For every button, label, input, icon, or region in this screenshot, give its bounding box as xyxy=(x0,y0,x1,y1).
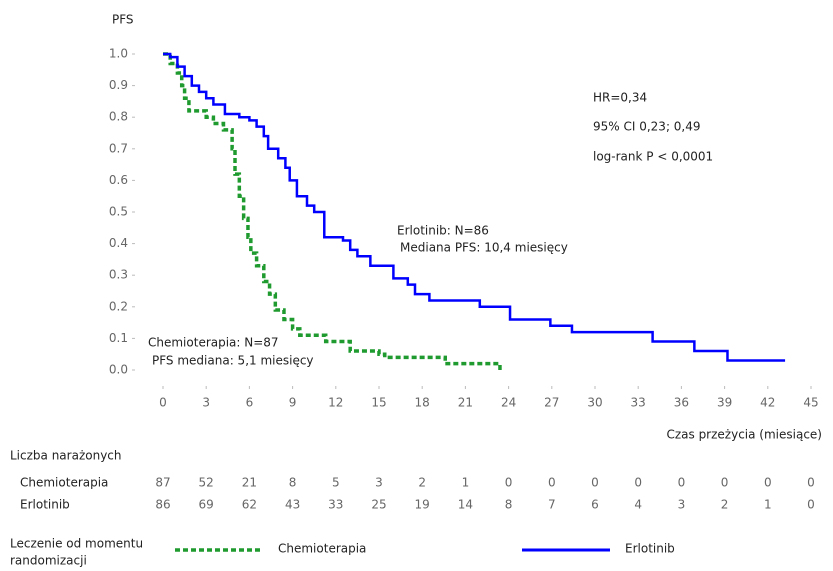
x-tick-label: 0 xyxy=(159,396,167,410)
risk-count: 0 xyxy=(634,476,642,490)
legend-title: Leczenie od momentu xyxy=(10,537,143,551)
risk-count: 86 xyxy=(155,498,170,512)
annotation: 95% CI 0,23; 0,49 xyxy=(593,120,701,134)
legend-label: Erlotinib xyxy=(625,542,675,556)
y-axis-label: PFS xyxy=(112,13,134,27)
x-tick-label: 30 xyxy=(587,396,602,410)
x-tick-label: 42 xyxy=(760,396,775,410)
risk-count: 0 xyxy=(807,498,815,512)
survival-curve xyxy=(163,52,502,370)
annotation: HR=0,34 xyxy=(593,91,647,105)
x-tick-label: 36 xyxy=(674,396,689,410)
risk-count: 8 xyxy=(289,476,297,490)
y-tick-label: 0.8 xyxy=(109,110,128,124)
x-tick-label: 3 xyxy=(202,396,210,410)
y-tick-label: 0.4 xyxy=(109,236,128,250)
risk-count: 14 xyxy=(458,498,473,512)
risk-row-label: Erlotinib xyxy=(20,498,70,512)
risk-count: 19 xyxy=(415,498,430,512)
risk-count: 62 xyxy=(242,498,257,512)
y-tick-label: 0.1 xyxy=(109,331,128,345)
y-tick-label: 0.6 xyxy=(109,173,128,187)
risk-count: 4 xyxy=(634,498,642,512)
risk-count: 3 xyxy=(375,476,383,490)
x-tick-label: 27 xyxy=(544,396,559,410)
risk-row-label: Chemioterapia xyxy=(20,476,108,490)
risk-count: 2 xyxy=(721,498,729,512)
x-tick-label: 39 xyxy=(717,396,732,410)
x-tick-label: 9 xyxy=(289,396,297,410)
x-tick-label: 45 xyxy=(803,396,818,410)
y-tick-label: 0.3 xyxy=(109,268,128,282)
y-tick-label: 0.5 xyxy=(109,205,128,219)
x-tick-label: 6 xyxy=(246,396,254,410)
y-tick-label: 0.0 xyxy=(109,363,128,377)
annotation: PFS mediana: 5,1 miesięcy xyxy=(152,354,314,368)
survival-curve xyxy=(163,52,786,362)
risk-count: 7 xyxy=(548,498,556,512)
legend-title: randomizacji xyxy=(10,554,87,568)
risk-count: 0 xyxy=(591,476,599,490)
y-tick-label: 1.0 xyxy=(109,47,128,61)
risk-count: 43 xyxy=(285,498,300,512)
annotation: Chemioterapia: N=87 xyxy=(148,336,279,350)
risk-count: 21 xyxy=(242,476,257,490)
risk-count: 2 xyxy=(418,476,426,490)
x-tick-label: 18 xyxy=(415,396,430,410)
y-tick-label: 0.2 xyxy=(109,299,128,313)
y-tick-label: 0.7 xyxy=(109,141,128,155)
annotation: Mediana PFS: 10,4 miesięcy xyxy=(400,241,568,255)
x-tick-label: 15 xyxy=(371,396,386,410)
annotation: log-rank P < 0,0001 xyxy=(593,150,713,164)
risk-count: 69 xyxy=(199,498,214,512)
x-tick-label: 24 xyxy=(501,396,516,410)
annotation: Erlotinib: N=86 xyxy=(397,224,489,238)
risk-count: 5 xyxy=(332,476,340,490)
legend-label: Chemioterapia xyxy=(278,542,366,556)
x-tick-label: 12 xyxy=(328,396,343,410)
risk-count: 8 xyxy=(505,498,513,512)
risk-count: 87 xyxy=(155,476,170,490)
risk-count: 0 xyxy=(505,476,513,490)
x-tick-label: 33 xyxy=(631,396,646,410)
risk-count: 0 xyxy=(764,476,772,490)
risk-count: 6 xyxy=(591,498,599,512)
risk-count: 1 xyxy=(764,498,772,512)
risk-count: 0 xyxy=(548,476,556,490)
x-axis-label: Czas przeżycia (miesiące) xyxy=(666,428,822,442)
risk-table-title: Liczba narażonych xyxy=(10,449,122,463)
risk-count: 33 xyxy=(328,498,343,512)
risk-count: 1 xyxy=(462,476,470,490)
risk-count: 0 xyxy=(721,476,729,490)
risk-count: 3 xyxy=(678,498,686,512)
x-tick-label: 21 xyxy=(458,396,473,410)
risk-count: 0 xyxy=(807,476,815,490)
risk-count: 52 xyxy=(199,476,214,490)
y-tick-label: 0.9 xyxy=(109,78,128,92)
risk-count: 25 xyxy=(371,498,386,512)
risk-count: 0 xyxy=(678,476,686,490)
